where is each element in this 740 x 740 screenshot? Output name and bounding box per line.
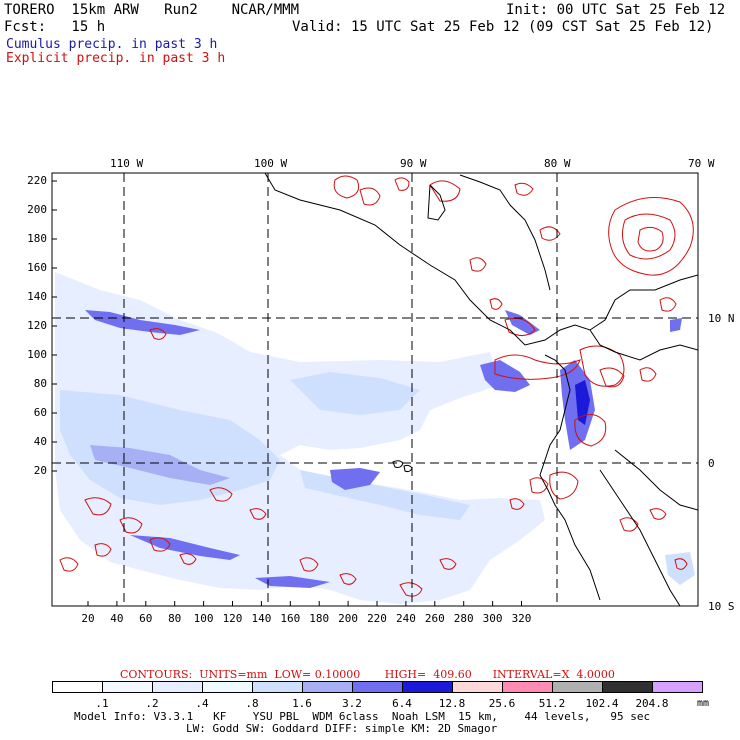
init-time: Init: 00 UTC Sat 25 Feb 12: [506, 2, 726, 18]
x-tick-label: 260: [424, 612, 445, 625]
x-tick-label: 300: [482, 612, 503, 625]
x-tick-label: 140: [251, 612, 272, 625]
x-tick-label: 20: [81, 612, 95, 625]
lon-label-110w: 110 W: [110, 157, 144, 170]
cumulus-legend: Cumulus precip. in past 3 h: [6, 37, 218, 52]
colorbar-swatch: [552, 681, 603, 693]
forecast-hour: Fcst: 15 h: [4, 19, 106, 35]
colorbar-swatch: [352, 681, 403, 693]
map-frame: [51, 172, 699, 607]
model-title: TORERO 15km ARW Run2 NCAR/MMM: [4, 2, 300, 18]
y-tick-label: 120: [27, 319, 47, 332]
colorbar-label: 1.6: [292, 697, 312, 710]
lon-label-70w: 70 W: [688, 157, 715, 170]
colorbar-swatch: [202, 681, 253, 693]
colorbar-label: .8: [245, 697, 259, 710]
x-tick-label: 40: [110, 612, 124, 625]
y-tick-label: 20: [33, 464, 47, 477]
valid-time: Valid: 15 UTC Sat 25 Feb 12 (09 CST Sat …: [292, 19, 714, 35]
x-tick-label: 280: [453, 612, 474, 625]
x-tick-label: 200: [338, 612, 359, 625]
lat-label-0: 0: [708, 457, 715, 470]
colorbar-swatch: [52, 681, 103, 693]
y-tick-label: 80: [33, 377, 47, 390]
colorbar-swatch: [402, 681, 453, 693]
colorbar-label: 6.4: [392, 697, 412, 710]
model-info: Model Info: V3.3.1 KF YSU PBL WDM 6class…: [74, 710, 651, 723]
colorbar-label: 12.8: [438, 697, 466, 710]
colorbar-swatch: [652, 681, 703, 693]
cumulus-precip-field: [55, 272, 695, 604]
coastlines: [264, 173, 698, 606]
colorbar-swatch: [452, 681, 503, 693]
colorbar-label: 25.6: [488, 697, 516, 710]
y-tick-label: 100: [27, 348, 47, 361]
x-tick-label: 180: [309, 612, 330, 625]
physics-info: LW: Godd SW: Goddard DIFF: simple KM: 2D…: [186, 722, 498, 735]
y-tick-marks: [52, 180, 57, 472]
x-tick-label: 320: [511, 612, 532, 625]
y-tick-label: 140: [27, 290, 47, 303]
colorbar-label: 204.8: [635, 697, 669, 710]
colorbar-label: 3.2: [342, 697, 362, 710]
colorbar-label: 102.4: [585, 697, 619, 710]
colorbar-label: .4: [195, 697, 209, 710]
colorbar-label: .1: [95, 697, 109, 710]
y-tick-label: 200: [27, 203, 47, 216]
lat-label-10s: 10 S: [708, 600, 735, 613]
lat-lon-grid: [52, 173, 698, 606]
colorbar-swatch: [502, 681, 553, 693]
colorbar-label: 51.2: [538, 697, 566, 710]
colorbar-swatch: [602, 681, 653, 693]
colorbar-units: mm: [697, 698, 710, 709]
x-tick-label: 160: [280, 612, 301, 625]
lon-label-80w: 80 W: [544, 157, 571, 170]
colorbar-swatch: [152, 681, 203, 693]
colorbar-swatch: [302, 681, 353, 693]
lon-label-90w: 90 W: [400, 157, 427, 170]
x-tick-label: 240: [395, 612, 416, 625]
x-tick-label: 80: [168, 612, 182, 625]
x-tick-marks: [87, 601, 522, 606]
colorbar-label: .2: [145, 697, 159, 710]
lon-label-100w: 100 W: [254, 157, 288, 170]
x-tick-label: 220: [367, 612, 387, 625]
colorbar-swatch: [102, 681, 153, 693]
y-tick-label: 60: [33, 406, 47, 419]
explicit-precip-contours: [59, 175, 694, 597]
y-tick-label: 220: [27, 174, 47, 187]
explicit-legend: Explicit precip. in past 3 h: [6, 51, 226, 66]
y-tick-label: 160: [27, 261, 47, 274]
y-tick-label: 40: [33, 435, 47, 448]
colorbar-swatch: [252, 681, 303, 693]
x-tick-label: 100: [193, 612, 214, 625]
x-tick-label: 60: [139, 612, 153, 625]
x-tick-label: 120: [222, 612, 243, 625]
lat-label-10n: 10 N: [708, 312, 735, 325]
y-tick-label: 180: [27, 232, 47, 245]
contours-info: CONTOURS: UNITS=mm LOW= 0.10000 HIGH= 40…: [120, 668, 615, 681]
